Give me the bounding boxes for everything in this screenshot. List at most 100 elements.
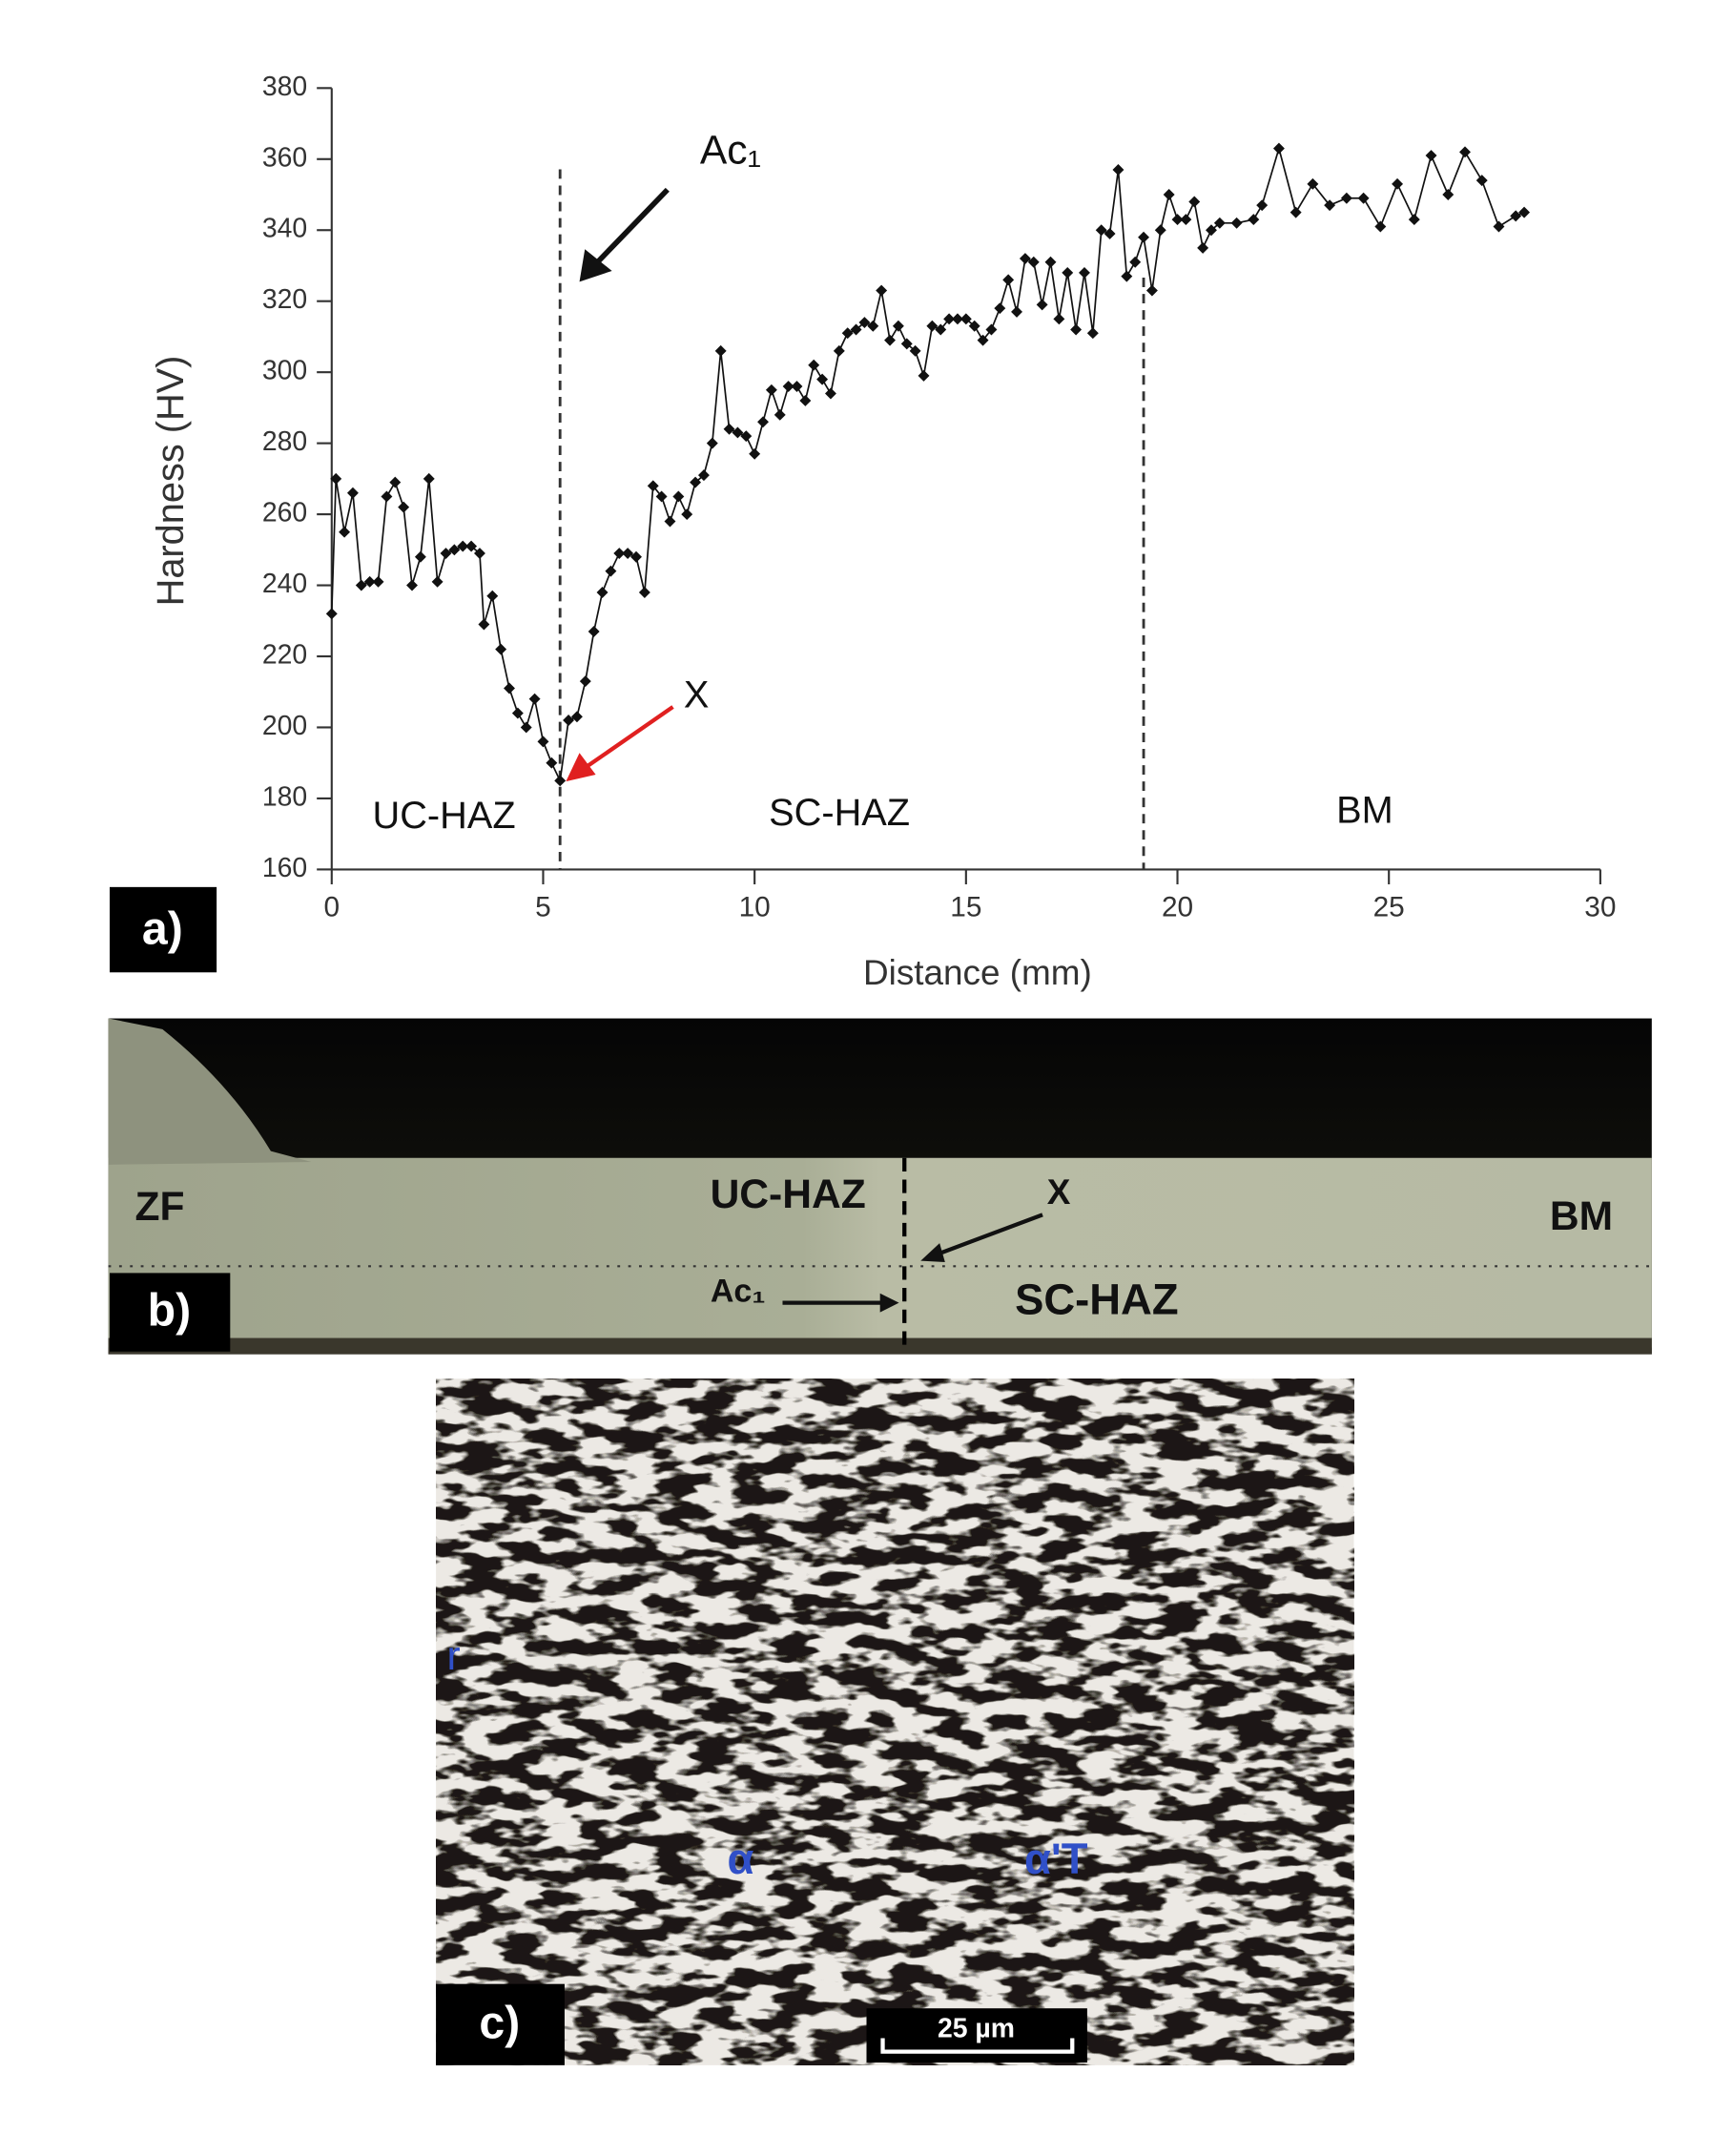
data-point <box>528 693 541 705</box>
data-point <box>994 302 1006 315</box>
y-tick-label: 220 <box>262 640 307 671</box>
data-point <box>985 323 998 336</box>
data-point <box>440 548 452 560</box>
data-point <box>1289 206 1302 218</box>
data-point <box>1442 189 1454 200</box>
data-point <box>909 344 921 357</box>
data-point <box>1019 253 1031 264</box>
data-point <box>1121 270 1133 282</box>
data-point <box>774 408 786 421</box>
data-point <box>1248 214 1260 226</box>
data-point <box>664 515 676 528</box>
data-point <box>647 480 659 492</box>
data-point <box>858 317 871 329</box>
label-alpha: α <box>728 1835 754 1883</box>
panel-c: r α α'T 25 µm c) <box>436 1379 1354 2065</box>
data-point <box>799 394 812 406</box>
data-point <box>824 387 836 400</box>
data-point <box>1475 175 1488 187</box>
data-point <box>1070 323 1083 336</box>
x-tick-label: 25 <box>1373 891 1405 923</box>
data-point <box>1180 214 1192 226</box>
data-point <box>330 472 342 485</box>
data-point <box>613 548 626 560</box>
data-point <box>900 338 913 350</box>
data-point <box>546 757 558 769</box>
data-point <box>389 476 402 488</box>
data-point <box>681 508 693 521</box>
y-tick-label: 240 <box>262 569 307 599</box>
data-point <box>1230 217 1243 229</box>
arrow <box>933 1213 1043 1257</box>
data-point <box>1374 220 1387 233</box>
data-point <box>1510 210 1522 222</box>
data-point <box>1002 274 1015 286</box>
data-point <box>1357 192 1370 204</box>
data-point <box>511 707 524 719</box>
panel-b: ZF UC-HAZ X BM Ac₁ SC-HAZ b) <box>108 1018 1652 1355</box>
data-point <box>1104 228 1116 239</box>
data-point <box>495 643 507 655</box>
data-point <box>1459 146 1471 158</box>
arrowhead <box>920 1243 945 1263</box>
data-point <box>431 575 444 588</box>
data-point <box>1213 217 1226 229</box>
data-point <box>1272 142 1285 155</box>
data-point <box>588 625 600 637</box>
scale-bar <box>880 2038 1075 2054</box>
data-point <box>381 490 393 503</box>
panel-label-box <box>109 886 217 973</box>
y-tick-label: 300 <box>262 356 307 386</box>
scale-label: 25 µm <box>938 2013 1015 2043</box>
y-tick-label: 180 <box>262 781 307 812</box>
data-point <box>1079 266 1090 279</box>
arrowhead <box>879 1293 899 1313</box>
data-point <box>732 426 744 439</box>
data-point <box>1154 224 1166 237</box>
label-zf: ZF <box>134 1184 184 1230</box>
y-tick-label: 340 <box>262 214 307 244</box>
data-point <box>448 544 461 556</box>
data-point <box>1044 256 1057 268</box>
data-point <box>1145 284 1158 297</box>
data-point <box>630 550 642 563</box>
data-point <box>1036 299 1048 311</box>
label-ac1: Ac₁ <box>711 1274 766 1310</box>
data-point <box>355 579 367 591</box>
data-point <box>952 313 963 325</box>
annotation-sc-haz: SC-HAZ <box>769 792 910 834</box>
data-point <box>1206 224 1217 237</box>
arrow <box>590 187 670 269</box>
data-point <box>1053 313 1065 325</box>
label-r: r <box>446 1633 460 1679</box>
data-point <box>1340 192 1352 204</box>
y-tick-label: 200 <box>262 711 307 741</box>
data-point <box>1392 177 1404 190</box>
data-point <box>926 320 939 332</box>
data-point <box>706 437 718 449</box>
y-tick-label: 380 <box>262 72 307 102</box>
data-point <box>398 501 410 513</box>
data-point <box>1307 177 1319 190</box>
x-tick-label: 10 <box>739 891 771 923</box>
data-point <box>363 575 376 588</box>
data-point <box>884 334 896 346</box>
annotation-uc-haz: UC-HAZ <box>373 795 516 837</box>
data-point <box>596 587 609 598</box>
panel-label: a) <box>142 902 183 954</box>
data-point <box>474 548 485 560</box>
y-tick-label: 320 <box>262 284 307 315</box>
data-point <box>757 416 769 428</box>
data-point <box>1197 241 1209 254</box>
data-point <box>1138 231 1150 243</box>
label-x: X <box>1047 1172 1071 1212</box>
data-point <box>1086 327 1099 340</box>
data-point <box>325 608 338 620</box>
x-tick-label: 15 <box>950 891 981 923</box>
data-point <box>346 487 359 499</box>
y-tick-label: 360 <box>262 142 307 173</box>
data-point <box>406 579 418 591</box>
data-point <box>690 476 702 488</box>
data-point <box>1062 266 1074 279</box>
